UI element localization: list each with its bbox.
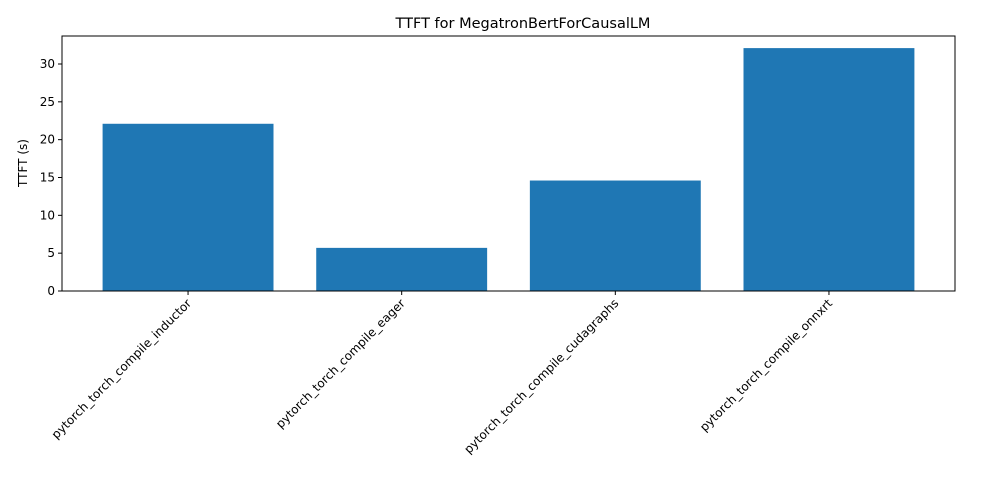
x-tick-label: pytorch_torch_compile_eager — [273, 296, 408, 431]
plot-frame — [61, 35, 956, 292]
bar-1 — [102, 123, 274, 292]
y-tick-label: 10 — [40, 208, 55, 222]
y-tick-label: 25 — [40, 95, 55, 109]
y-axis-label: TTFT (s) — [16, 139, 30, 188]
x-tick-label: pytorch_torch_compile_cudagraphs — [461, 296, 621, 456]
y-tick-label: 15 — [40, 170, 55, 184]
y-tick-label: 0 — [47, 284, 55, 298]
x-tick-label: pytorch_torch_compile_onnxrt — [697, 296, 835, 434]
y-tick-label: 5 — [47, 246, 55, 260]
y-axis-ticks: 0 5 10 15 20 25 30 — [40, 57, 62, 298]
x-tick-label: pytorch_torch_compile_inductor — [49, 296, 194, 441]
x-axis-ticks: pytorch_torch_compile_inductor pytorch_to… — [49, 291, 835, 456]
chart-title: TTFT for MegatronBertForCausalLM — [395, 16, 651, 32]
bar-4 — [743, 48, 915, 291]
bar-2 — [316, 247, 488, 291]
y-tick-label: 20 — [40, 133, 55, 147]
bars-group — [102, 48, 915, 292]
y-tick-label: 30 — [40, 57, 55, 71]
bar-3 — [529, 180, 701, 291]
